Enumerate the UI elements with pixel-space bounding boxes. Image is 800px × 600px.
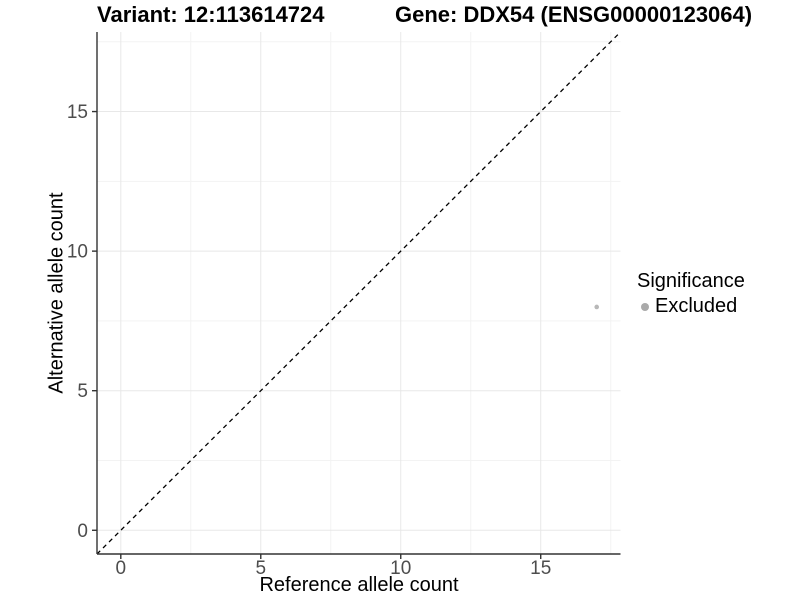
x-axis-label: Reference allele count bbox=[259, 574, 459, 596]
y-tick-label: 15 bbox=[67, 102, 88, 123]
y-tick-label: 10 bbox=[67, 242, 88, 263]
legend-item-excluded: Excluded bbox=[637, 295, 745, 318]
plot-title-gene: Gene: DDX54 (ENSG00000123064) bbox=[395, 2, 753, 27]
x-tick-label: 15 bbox=[530, 558, 551, 579]
y-tick-label: 5 bbox=[77, 381, 88, 402]
legend-item-label: Excluded bbox=[655, 295, 738, 317]
y-axis-label: Alternative allele count bbox=[45, 192, 68, 394]
x-tick-label: 10 bbox=[390, 558, 411, 579]
excluded-point-swatch-icon bbox=[641, 302, 649, 311]
legend: Significance Excluded bbox=[637, 270, 745, 318]
x-tick-label: 5 bbox=[255, 558, 266, 579]
plot-title-variant: Variant: 12:113614724 bbox=[97, 2, 325, 27]
identity-line bbox=[96, 31, 621, 555]
x-tick-label: 0 bbox=[116, 558, 127, 579]
data-point-excluded bbox=[594, 304, 600, 310]
legend-title: Significance bbox=[637, 270, 745, 292]
y-tick-label: 0 bbox=[77, 521, 88, 542]
